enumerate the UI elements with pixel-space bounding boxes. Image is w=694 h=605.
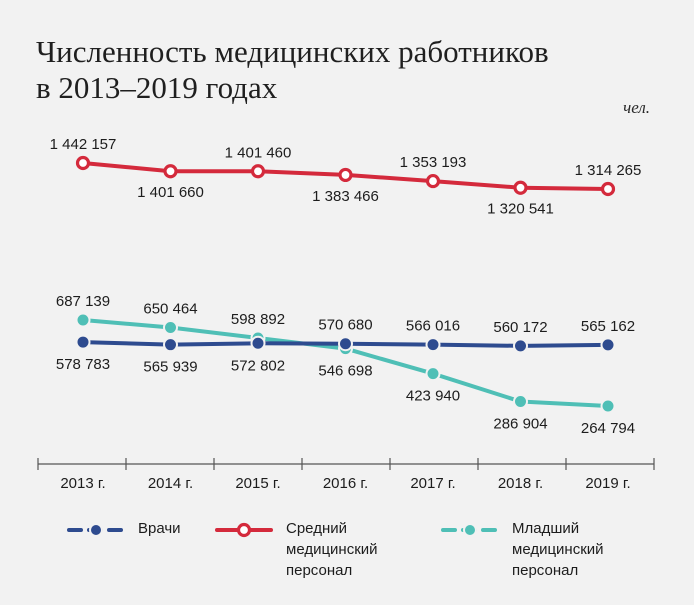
data-point (75, 334, 91, 350)
data-label: 423 940 (406, 388, 460, 405)
data-point (425, 366, 441, 382)
chart-title-line-2: в 2013–2019 годах (36, 70, 278, 105)
legend-label-line: персонал (286, 562, 353, 579)
legend-label-line: медицинский (286, 541, 378, 558)
legend-label-line: медицинский (512, 541, 604, 558)
data-label: 566 016 (406, 318, 460, 335)
x-tick-label: 2013 г. (60, 475, 105, 492)
x-tick-label: 2014 г. (148, 475, 193, 492)
legend-swatch (215, 522, 273, 538)
data-point (163, 337, 178, 353)
chart-title: Численность медицинских работников в 201… (36, 34, 549, 106)
legend: Врачи Средний медицинский персонал Младший ме… (0, 518, 694, 598)
data-label: 565 939 (143, 359, 197, 376)
legend-item: Врачи (66, 518, 181, 540)
data-point (513, 338, 528, 354)
data-point (250, 335, 266, 351)
data-label: 1 353 193 (400, 154, 467, 171)
x-tick-label: 2015 г. (235, 475, 280, 492)
legend-label-line: Младший (512, 520, 580, 537)
data-label: 1 320 541 (487, 201, 554, 218)
data-label: 572 802 (231, 357, 285, 374)
legend-swatch (67, 523, 125, 537)
data-label: 264 794 (581, 420, 635, 437)
x-tick-label: 2017 г. (410, 475, 455, 492)
data-label: 1 314 265 (575, 162, 642, 179)
data-point (600, 181, 616, 197)
legend-label-line: Врачи (138, 520, 181, 537)
data-point (513, 393, 528, 409)
x-tick-label: 2019 г. (585, 475, 630, 492)
unit-label: чел. (623, 98, 650, 117)
line-chart: 2013 г. 2014 г. 2015 г. 2016 г. 2017 г. 2018 … (37, 136, 655, 492)
data-point (425, 337, 441, 353)
x-tick-label: 2016 г. (323, 475, 368, 492)
data-label: 286 904 (493, 415, 547, 432)
data-point (75, 155, 91, 171)
data-label: 1 401 460 (225, 144, 292, 161)
data-label: 570 680 (318, 317, 372, 334)
data-point (338, 167, 353, 183)
data-label: 1 383 466 (312, 188, 379, 205)
data-label: 650 464 (143, 300, 197, 317)
legend-label: Врачи (138, 518, 181, 539)
data-label: 1 401 660 (137, 184, 204, 201)
data-label: 598 892 (231, 311, 285, 328)
legend-swatch (441, 523, 499, 537)
data-point (425, 173, 441, 189)
data-point (600, 337, 616, 353)
legend-label-line: Средний (286, 520, 347, 537)
data-point (163, 319, 178, 335)
data-label: 565 162 (581, 318, 635, 335)
data-point (600, 398, 616, 414)
data-point (163, 164, 178, 179)
data-point (513, 180, 528, 195)
legend-item: Младший медицинский персонал (440, 518, 604, 581)
legend-label-line: персонал (512, 562, 579, 579)
legend-label: Младший медицинский персонал (512, 518, 604, 581)
data-label: 560 172 (493, 319, 547, 336)
data-point (250, 164, 266, 179)
data-label: 578 783 (56, 356, 110, 373)
data-label: 687 139 (56, 293, 110, 310)
x-tick-label: 2018 г. (498, 475, 543, 492)
chart-title-line-1: Численность медицинских работников (36, 34, 549, 69)
data-point (75, 312, 91, 328)
data-label: 1 442 157 (50, 136, 117, 153)
legend-item: Средний медицинский персонал (214, 518, 378, 581)
data-point (338, 336, 353, 352)
legend-label: Средний медицинский персонал (286, 518, 378, 581)
data-label: 546 698 (318, 363, 372, 380)
